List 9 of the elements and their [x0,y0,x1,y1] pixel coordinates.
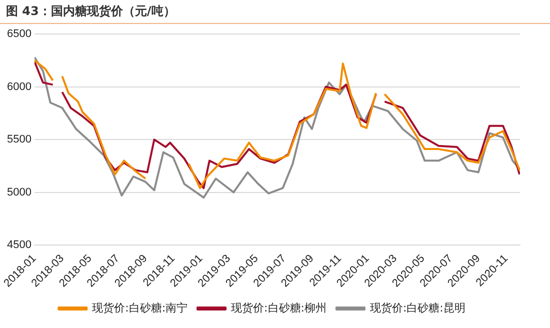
legend-label: 现货价:白砂糖:南宁 [92,301,188,314]
chart-title: 图 43：国内糖现货价（元/吨） [0,0,550,24]
y-tick-label: 4500 [6,239,32,252]
y-tick-label: 6500 [6,28,32,40]
legend-label: 现货价:白砂糖:昆明 [370,301,466,314]
legend-label: 现货价:白砂糖:柳州 [231,301,326,314]
y-tick-label: 6000 [6,80,32,93]
y-tick-label: 5500 [6,134,32,146]
y-tick-label: 5000 [6,186,32,198]
